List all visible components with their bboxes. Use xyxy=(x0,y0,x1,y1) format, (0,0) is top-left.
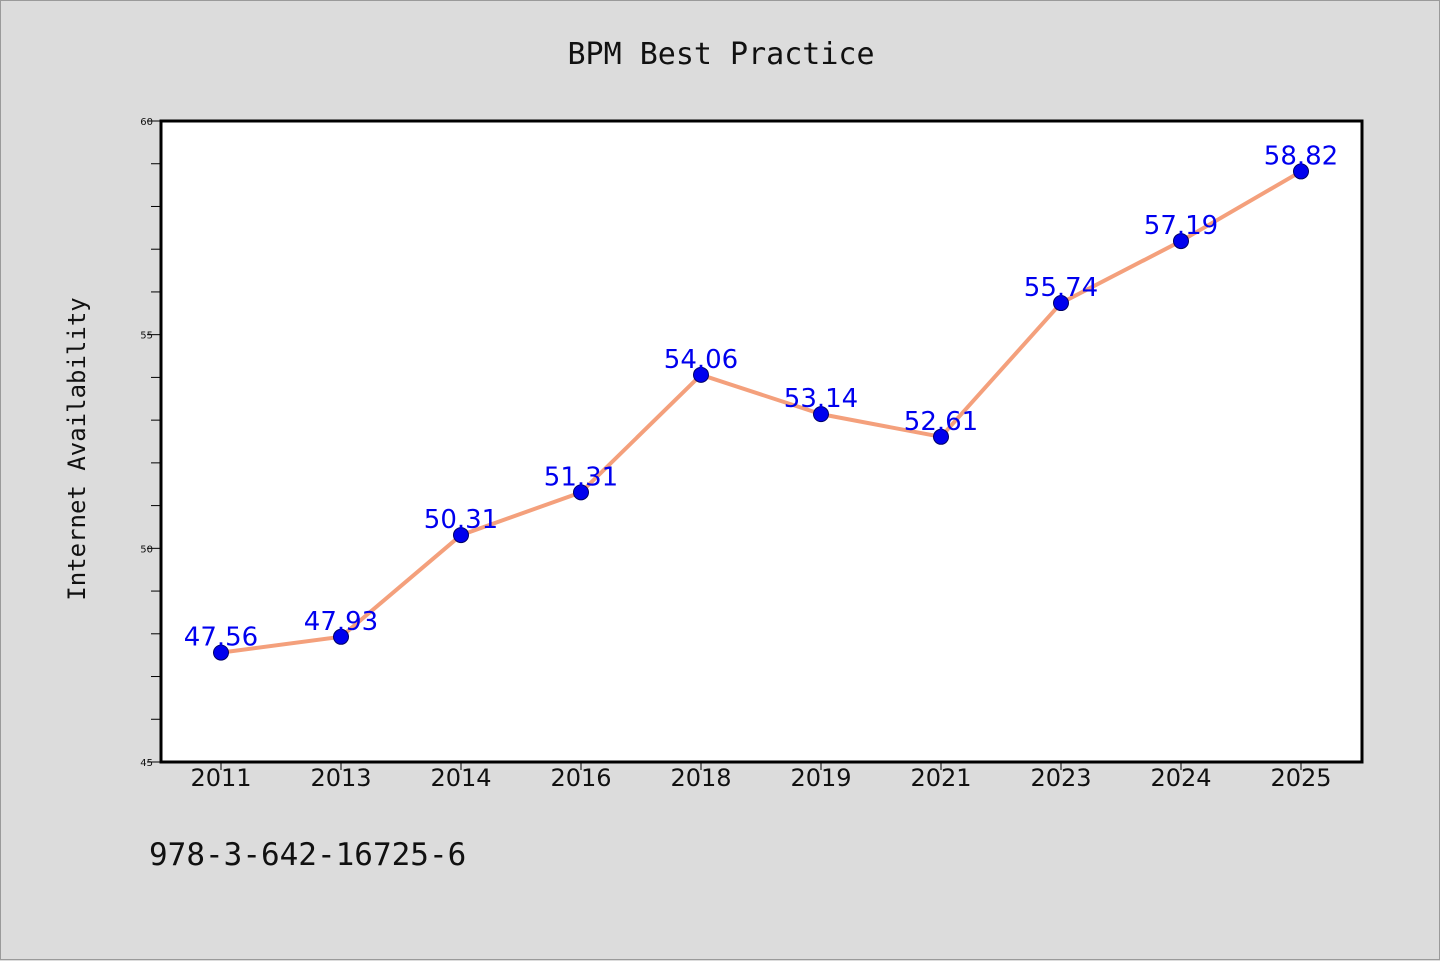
series-line xyxy=(219,169,1303,655)
x-tick-label: 2018 xyxy=(670,764,731,792)
data-point xyxy=(933,428,949,445)
data-label: 53.14 xyxy=(784,384,858,414)
x-tick-label: 2019 xyxy=(790,764,851,792)
data-label: 47.93 xyxy=(304,607,378,637)
data-point xyxy=(1293,163,1309,180)
y-axis: 45 50 55 60 xyxy=(140,117,161,769)
data-point xyxy=(573,484,589,501)
x-tick-label: 2013 xyxy=(310,764,371,792)
series-internet-availability: 47.56 47.93 50.31 51.31 54.06 53.14 52.61 55.74… xyxy=(184,141,1338,661)
y-axis-label: Internet Availability xyxy=(63,297,91,600)
data-point xyxy=(1053,295,1069,312)
x-tick-label: 2024 xyxy=(1150,764,1211,792)
data-label: 58.82 xyxy=(1264,141,1338,171)
x-tick-label: 2021 xyxy=(910,764,971,792)
data-label: 55.74 xyxy=(1024,273,1098,303)
footnote-isbn: 978-3-642-16725-6 xyxy=(149,837,466,873)
x-tick-label: 2011 xyxy=(190,764,251,792)
y-tick-label: 60 xyxy=(140,117,153,128)
y-tick-label: 45 xyxy=(140,758,153,769)
x-tick-label: 2025 xyxy=(1270,764,1331,792)
chart-title: BPM Best Practice xyxy=(567,37,874,72)
y-tick-label: 55 xyxy=(140,331,153,342)
data-label: 54.06 xyxy=(664,345,738,375)
x-tick-label: 2023 xyxy=(1030,764,1091,792)
data-label: 50.31 xyxy=(424,505,498,535)
data-point xyxy=(333,628,349,645)
x-axis: 2011 2013 2014 2016 2018 2019 2021 2023 2024 2025 xyxy=(190,762,1332,792)
y-tick-label: 50 xyxy=(140,544,153,555)
data-label: 52.61 xyxy=(904,407,978,437)
data-point xyxy=(1173,233,1189,250)
data-point xyxy=(693,366,709,383)
plot-area xyxy=(159,119,1364,764)
data-label: 51.31 xyxy=(544,462,618,492)
data-point xyxy=(453,527,469,544)
data-label: 57.19 xyxy=(1144,211,1218,241)
data-point xyxy=(813,406,829,423)
data-point xyxy=(213,644,229,661)
x-tick-label: 2014 xyxy=(430,764,491,792)
x-tick-label: 2016 xyxy=(550,764,611,792)
data-label: 47.56 xyxy=(184,623,258,653)
